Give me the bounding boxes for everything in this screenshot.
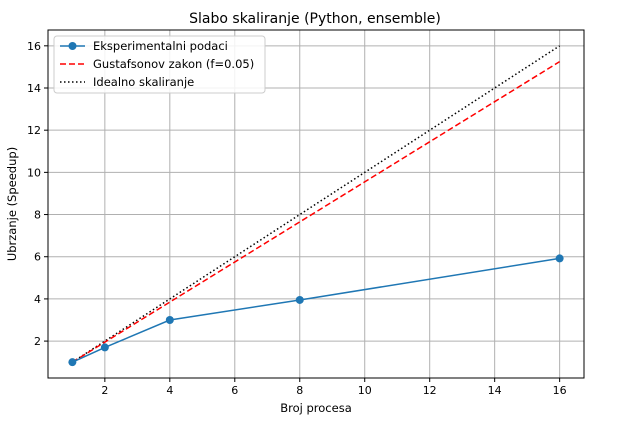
grid-lines — [48, 30, 584, 378]
x-tick-label: 2 — [101, 384, 108, 397]
legend-label-2: Idealno skaliranje — [93, 75, 194, 89]
series-line-0 — [72, 257, 560, 363]
series-0-point — [555, 254, 564, 263]
series-line-1 — [71, 60, 561, 363]
series-0-point — [295, 295, 304, 304]
y-axis-label: Ubrzanje (Speedup) — [5, 147, 19, 261]
y-tick-label: 12 — [27, 124, 41, 137]
x-tick-label: 16 — [553, 384, 567, 397]
y-tick-label: 6 — [34, 251, 41, 264]
x-tick-label: 6 — [231, 384, 238, 397]
series-layer — [68, 45, 564, 367]
x-tick-label: 12 — [423, 384, 437, 397]
legend-label-1: Gustafsonov zakon (f=0.05) — [93, 57, 254, 71]
x-tick-label: 4 — [166, 384, 173, 397]
y-axis-ticks: 2 4 6 8 10 12 14 16 — [27, 40, 48, 348]
y-tick-label: 4 — [34, 293, 41, 306]
x-axis-ticks: 2 4 6 8 10 12 14 16 — [101, 378, 567, 397]
legend-box — [53, 35, 266, 94]
y-tick-label: 8 — [34, 209, 41, 222]
x-tick-label: 14 — [488, 384, 502, 397]
series-line-2 — [71, 45, 561, 363]
y-tick-label: 16 — [27, 40, 41, 53]
legend: Eksperimentalni podaci Gustafsonov zakon … — [53, 35, 266, 94]
y-tick-label: 14 — [27, 82, 41, 95]
chart-title: Slabo skaliranje (Python, ensemble) — [189, 11, 441, 27]
x-tick-label: 10 — [358, 384, 372, 397]
series-0-point — [68, 358, 77, 367]
legend-marker-0 — [68, 42, 77, 50]
series-0-point — [100, 343, 109, 352]
plot-frame — [47, 29, 585, 379]
y-tick-label: 10 — [27, 166, 41, 179]
legend-label-0: Eksperimentalni podaci — [93, 39, 228, 53]
x-axis-label: Broj procesa — [280, 401, 352, 415]
x-tick-label: 8 — [296, 384, 303, 397]
series-0-point — [165, 316, 174, 324]
y-tick-label: 2 — [34, 335, 41, 348]
